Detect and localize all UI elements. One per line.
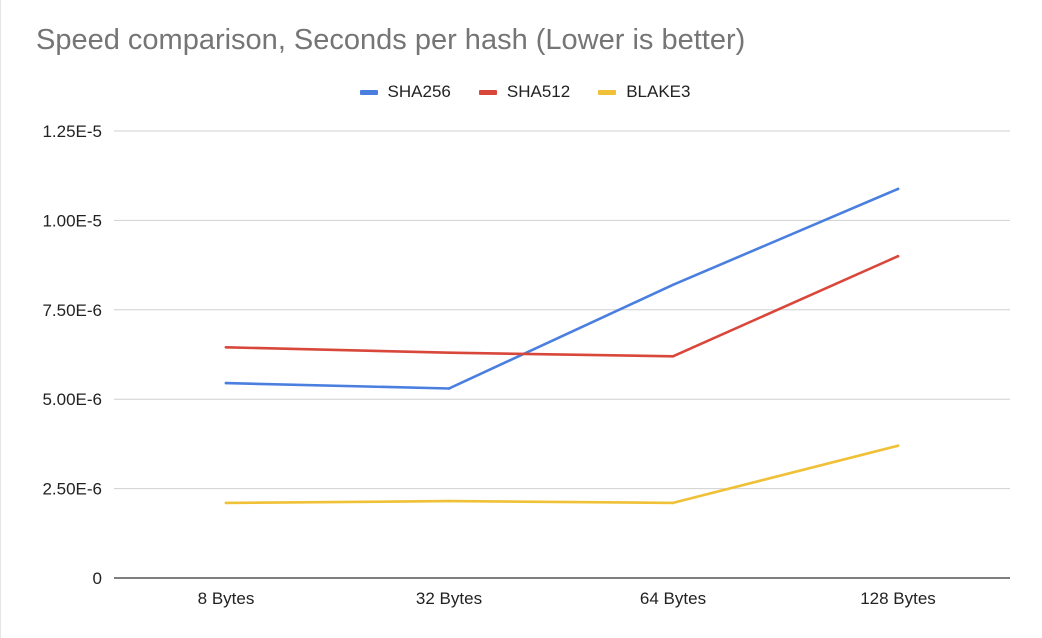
legend-swatch-blake3 <box>598 89 617 95</box>
data-point-sha256-3 <box>896 187 900 191</box>
y-tick-label-2: 5.00E-6 <box>42 390 102 409</box>
legend-item-sha256: SHA256 <box>359 82 451 102</box>
data-point-sha512-2 <box>671 355 675 358</box>
y-tick-label-1: 2.50E-6 <box>42 480 102 499</box>
legend-label-blake3: BLAKE3 <box>626 82 691 101</box>
legend-swatch-sha512 <box>478 89 497 95</box>
x-tick-label-1: 32 Bytes <box>416 589 482 608</box>
legend-item-sha512: SHA512 <box>478 82 571 102</box>
data-point-blake3-0 <box>224 501 228 505</box>
y-tick-label-4: 1.00E-5 <box>42 211 102 230</box>
y-tick-label-0: 0 <box>93 569 102 588</box>
legend-label-sha256: SHA256 <box>387 82 451 101</box>
y-tick-label-3: 7.50E-6 <box>42 301 102 320</box>
legend-swatch-sha256 <box>359 89 378 95</box>
data-point-sha512-3 <box>896 254 900 258</box>
legend: SHA256 SHA512 BLAKE3 <box>0 80 1042 104</box>
series-line-blake3 <box>224 444 900 505</box>
data-point-sha512-0 <box>224 346 228 349</box>
chart-title: Speed comparison, Seconds per hash (Lowe… <box>36 24 746 56</box>
x-tick-label-2: 64 Bytes <box>640 589 706 608</box>
series-line-sha512 <box>224 254 900 358</box>
left-edge-ruler <box>0 0 6 638</box>
data-point-blake3-1 <box>447 499 451 503</box>
data-point-sha256-2 <box>671 283 675 287</box>
legend-label-sha512: SHA512 <box>506 82 571 101</box>
data-point-blake3-3 <box>896 444 900 448</box>
legend-item-blake3: BLAKE3 <box>598 82 690 102</box>
data-point-sha256-0 <box>224 381 228 385</box>
x-tick-label-3: 128 Bytes <box>860 589 936 608</box>
data-point-sha512-1 <box>447 351 451 355</box>
y-tick-label-5: 1.25E-5 <box>42 122 102 141</box>
data-point-blake3-2 <box>671 501 675 505</box>
series-line-sha256 <box>224 187 900 390</box>
x-tick-label-0: 8 Bytes <box>198 589 255 608</box>
data-point-sha256-1 <box>447 387 451 390</box>
